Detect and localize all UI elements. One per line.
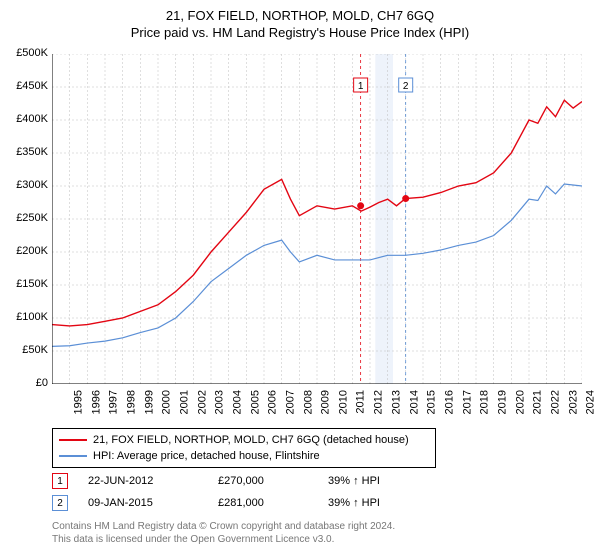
page-title: 21, FOX FIELD, NORTHOP, MOLD, CH7 6GQ — [0, 8, 600, 23]
x-tick-label: 1997 — [108, 390, 120, 414]
sale-row: 2 09-JAN-2015 £281,000 39% ↑ HPI — [52, 492, 582, 514]
sale-price: £270,000 — [218, 475, 308, 487]
legend-row: HPI: Average price, detached house, Flin… — [59, 448, 429, 464]
x-axis-labels: 1995 1996 1997 1998 1999 2000 2001 2002 2003 2004… — [52, 388, 582, 426]
x-tick-label: 2014 — [408, 390, 420, 414]
sale-price: £281,000 — [218, 497, 308, 509]
legend-swatch-icon — [59, 439, 87, 441]
x-tick-label: 1995 — [72, 390, 84, 414]
x-tick-label: 2005 — [249, 390, 261, 414]
legend-swatch-icon — [59, 455, 87, 457]
x-tick-label: 2007 — [284, 390, 296, 414]
x-tick-label: 2012 — [373, 390, 385, 414]
x-tick-label: 2019 — [496, 390, 508, 414]
footer: Contains HM Land Registry data © Crown c… — [52, 520, 582, 546]
y-tick-label: £200K — [4, 245, 48, 257]
svg-text:2: 2 — [403, 81, 409, 92]
x-tick-label: 2016 — [443, 390, 455, 414]
legend-row: 21, FOX FIELD, NORTHOP, MOLD, CH7 6GQ (d… — [59, 432, 429, 448]
sale-date: 22-JUN-2012 — [88, 475, 198, 487]
x-tick-label: 2001 — [178, 390, 190, 414]
sale-date: 09-JAN-2015 — [88, 497, 198, 509]
chart: 12 — [52, 54, 582, 384]
x-tick-label: 2000 — [161, 390, 173, 414]
svg-text:1: 1 — [358, 81, 364, 92]
x-tick-label: 2002 — [196, 390, 208, 414]
x-tick-label: 2003 — [214, 390, 226, 414]
x-tick-label: 2015 — [426, 390, 438, 414]
sale-pct: 39% ↑ HPI — [328, 475, 418, 487]
x-tick-label: 2024 — [585, 390, 597, 414]
x-tick-label: 1999 — [143, 390, 155, 414]
legend: 21, FOX FIELD, NORTHOP, MOLD, CH7 6GQ (d… — [52, 428, 436, 468]
sale-pct: 39% ↑ HPI — [328, 497, 418, 509]
x-tick-label: 1996 — [90, 390, 102, 414]
x-tick-label: 2023 — [567, 390, 579, 414]
x-tick-label: 2011 — [354, 390, 366, 414]
y-tick-label: £350K — [4, 146, 48, 158]
sales-table: 1 22-JUN-2012 £270,000 39% ↑ HPI 2 09-JA… — [52, 470, 582, 514]
x-tick-label: 2018 — [479, 390, 491, 414]
x-tick-label: 2017 — [461, 390, 473, 414]
x-tick-label: 2009 — [320, 390, 332, 414]
y-tick-label: £400K — [4, 113, 48, 125]
sale-marker-icon: 2 — [52, 495, 68, 511]
y-tick-label: £100K — [4, 311, 48, 323]
legend-label: HPI: Average price, detached house, Flin… — [93, 450, 320, 462]
chart-svg: 12 — [52, 54, 582, 384]
x-tick-label: 2022 — [549, 390, 561, 414]
footer-line: This data is licensed under the Open Gov… — [52, 533, 582, 546]
x-tick-label: 2021 — [532, 390, 544, 414]
y-tick-label: £250K — [4, 212, 48, 224]
y-tick-label: £0 — [4, 377, 48, 389]
sale-marker-icon: 1 — [52, 473, 68, 489]
x-tick-label: 2020 — [514, 390, 526, 414]
x-tick-label: 2006 — [267, 390, 279, 414]
x-tick-label: 2013 — [390, 390, 402, 414]
y-tick-label: £450K — [4, 80, 48, 92]
legend-label: 21, FOX FIELD, NORTHOP, MOLD, CH7 6GQ (d… — [93, 434, 409, 446]
y-tick-label: £300K — [4, 179, 48, 191]
sale-row: 1 22-JUN-2012 £270,000 39% ↑ HPI — [52, 470, 582, 492]
footer-line: Contains HM Land Registry data © Crown c… — [52, 520, 582, 533]
y-tick-label: £50K — [4, 344, 48, 356]
x-tick-label: 2004 — [231, 390, 243, 414]
x-tick-label: 2008 — [302, 390, 314, 414]
page-subtitle: Price paid vs. HM Land Registry's House … — [0, 25, 600, 40]
x-tick-label: 2010 — [337, 390, 349, 414]
x-tick-label: 1998 — [125, 390, 137, 414]
y-tick-label: £500K — [4, 47, 48, 59]
y-tick-label: £150K — [4, 278, 48, 290]
